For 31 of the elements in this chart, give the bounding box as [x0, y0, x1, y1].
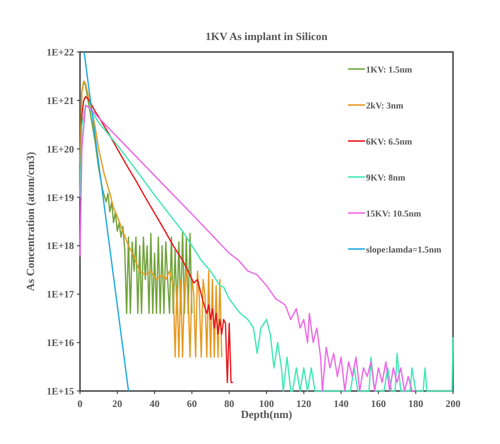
y-tick-label: 1E+19 — [46, 192, 74, 204]
legend-label: 15KV: 10.5nm — [366, 208, 422, 218]
legend-label: slope:lamda=1.5nm — [366, 244, 442, 254]
y-tick-label: 1E+20 — [46, 144, 74, 156]
x-axis-title: Depth(nm) — [240, 409, 292, 421]
x-tick-label: 20 — [112, 399, 122, 410]
line-series — [79, 96, 234, 384]
x-tick-label: 80 — [224, 399, 234, 410]
x-tick-label: 120 — [296, 399, 312, 410]
x-tick-label: 140 — [334, 399, 349, 410]
y-tick-label: 1E+22 — [46, 48, 74, 58]
x-tick-label: 180 — [408, 399, 424, 410]
x-tick-label: 0 — [78, 399, 82, 410]
x-tick-label: 60 — [186, 399, 197, 410]
x-tick-label: 100 — [259, 399, 274, 410]
line-series — [79, 80, 222, 358]
legend-label: 9KV: 8nm — [366, 172, 406, 182]
chart-title: 1KV As implant in Silicon — [205, 31, 328, 43]
legend-label: 2kV: 3nm — [366, 100, 404, 110]
y-axis-title: As Concentration (atom/cm3) — [25, 152, 37, 292]
legend-label: 6KV: 6.5nm — [366, 136, 413, 146]
y-tick-label: 1E+16 — [46, 338, 74, 350]
y-tick-label: 1E+21 — [46, 96, 74, 107]
y-tick-label: 1E+15 — [46, 386, 74, 398]
x-tick-label: 40 — [150, 399, 160, 410]
x-tick-label: 200 — [446, 399, 460, 410]
legend-label: 1KV: 1.5nm — [366, 64, 413, 74]
line-series — [79, 80, 193, 314]
x-tick-label: 160 — [370, 399, 386, 410]
y-tick-label: 1E+17 — [46, 290, 74, 301]
y-tick-label: 1E+18 — [46, 241, 74, 252]
